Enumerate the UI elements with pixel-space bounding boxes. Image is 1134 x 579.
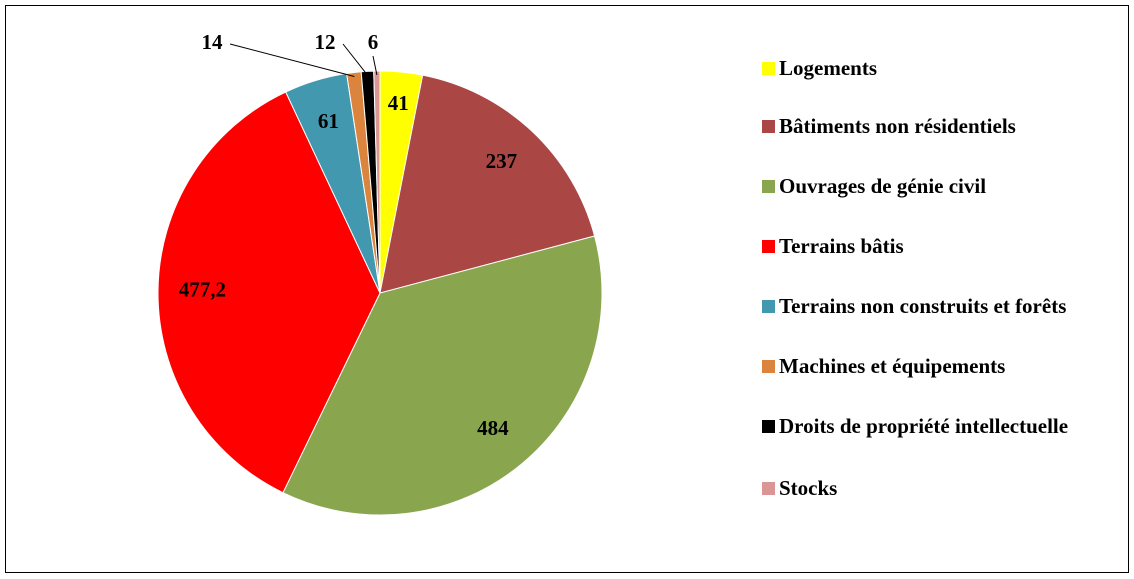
data-label: 477,2 <box>179 278 226 302</box>
legend-item: Stocks <box>762 476 1107 501</box>
leader-line <box>342 43 369 76</box>
legend-label: Stocks <box>779 476 838 500</box>
legend-label: Terrains bâtis <box>779 234 904 258</box>
legend-item: Ouvrages de génie civil <box>762 174 1107 199</box>
data-label: 61 <box>318 109 339 133</box>
pie-slice <box>157 91 381 494</box>
legend-item: Bâtiments non résidentiels <box>762 114 1107 139</box>
legend-swatch <box>762 420 775 433</box>
legend-label: Droits de propriété intellectuelle <box>779 414 1069 438</box>
legend-item: Logements <box>762 56 1107 81</box>
data-label: 14 <box>202 30 224 54</box>
legend-label: Terrains non construits et forêts <box>779 294 1067 318</box>
pie-slice <box>373 70 381 294</box>
legend-swatch <box>762 240 775 253</box>
leader-line <box>372 55 378 76</box>
legend-label: Ouvrages de génie civil <box>779 174 987 198</box>
legend-swatch <box>762 482 775 495</box>
legend-item: Droits de propriété intellectuelle <box>762 414 1107 439</box>
pie-slice <box>282 235 603 516</box>
data-label: 6 <box>368 30 379 54</box>
legend-swatch <box>762 120 775 133</box>
chart-border <box>5 5 1129 573</box>
data-label: 41 <box>388 91 409 115</box>
data-label: 12 <box>315 30 336 54</box>
data-label: 237 <box>486 149 518 173</box>
legend-item: Machines et équipements <box>762 354 1107 379</box>
legend-swatch <box>762 300 775 313</box>
legend-item: Terrains non construits et forêts <box>762 294 1107 319</box>
legend-item: Terrains bâtis <box>762 234 1107 259</box>
legend-label: Logements <box>779 56 877 80</box>
legend-swatch <box>762 360 775 373</box>
legend-label: Bâtiments non résidentiels <box>779 114 1016 138</box>
data-label: 484 <box>477 416 509 440</box>
legend-label: Machines et équipements <box>779 354 1006 378</box>
pie-slice <box>379 74 596 294</box>
legend-swatch <box>762 180 775 193</box>
legend-swatch <box>762 62 775 75</box>
leader-line <box>229 43 355 77</box>
